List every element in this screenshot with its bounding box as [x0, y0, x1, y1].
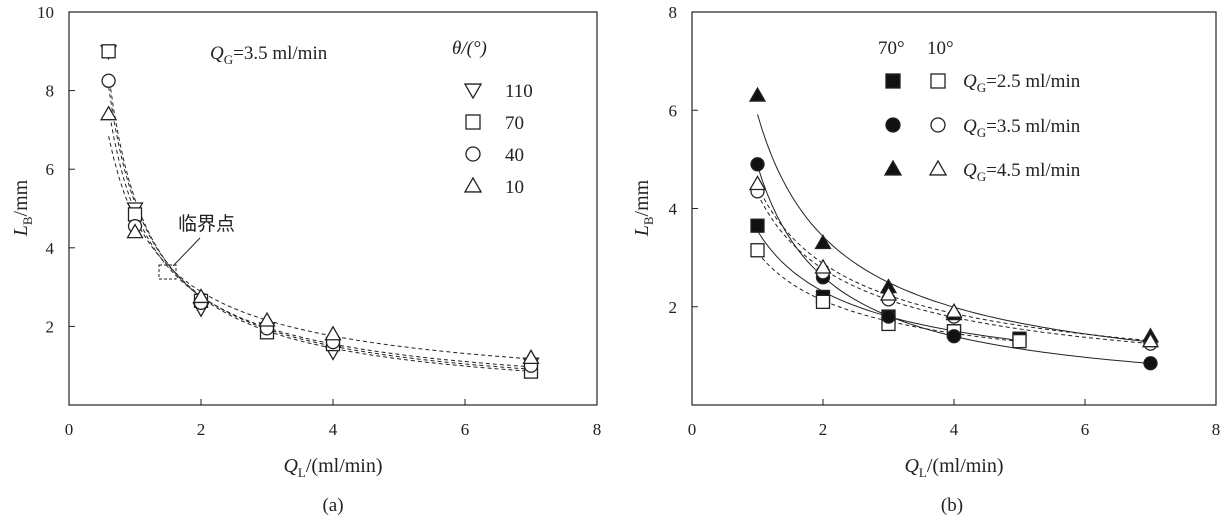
panel-b: 2 4 6 8 0 2 4 6 8 70° 10° QG=2.5 ml/min QG=3.5 … [631, 3, 1220, 516]
legend-marker-10-circle [930, 117, 946, 133]
data-point-circle [101, 73, 116, 88]
data-point-triangle-up [748, 86, 767, 102]
legend-title-a: θ/(°) [452, 38, 487, 59]
x-ticks-b: 0 2 4 6 8 [688, 399, 1221, 439]
data-point-square [101, 44, 116, 59]
y-tick-label: 2 [46, 317, 55, 336]
data-point-triangle-up [522, 349, 540, 365]
y-tick-label: 4 [46, 239, 55, 258]
condition-label-a: QG=3.5 ml/min [210, 43, 328, 67]
x-axis-title-b: QL/(ml/min) [904, 455, 1003, 480]
x-tick-label: 8 [593, 420, 602, 439]
data-point-square [1012, 333, 1027, 349]
y-tick-label: 6 [46, 160, 55, 179]
data-point-square [815, 294, 831, 309]
data-points-a [100, 44, 540, 379]
legend-label-110: 110 [505, 81, 533, 102]
x-tick-label: 8 [1212, 420, 1221, 439]
y-tick-label: 8 [46, 82, 55, 101]
y-tick-label: 8 [669, 3, 678, 22]
data-point-triangle-up [814, 234, 832, 250]
data-point-triangle-up [748, 175, 767, 191]
legend-marker-triangle-down [463, 83, 483, 100]
y-tick-label: 4 [669, 200, 678, 219]
y-tick-label: 2 [669, 298, 678, 317]
legend-header-10: 10° [927, 38, 954, 59]
legend-marker-10-triangle-up [928, 159, 948, 176]
data-points-b [748, 86, 1160, 371]
fit-curve [108, 136, 532, 360]
x-ticks-a: 0 2 4 6 8 [65, 399, 602, 439]
legend-a: 110 70 40 10 [463, 81, 533, 198]
fit-curve [108, 74, 532, 372]
fit-curve [108, 108, 532, 368]
data-point-square [127, 207, 143, 222]
legend-marker-70-circle [885, 117, 901, 133]
data-point-circle [881, 309, 896, 324]
critical-point-marker [158, 264, 177, 280]
data-point-circle [1143, 356, 1158, 371]
data-point-triangle-up [324, 325, 342, 341]
critical-point-arrow [172, 237, 201, 267]
x-tick-label: 6 [1081, 420, 1090, 439]
x-tick-label: 0 [688, 420, 697, 439]
legend-marker-70-triangle-up [883, 159, 903, 176]
data-point-square [750, 243, 765, 258]
data-point-triangle-up [1141, 332, 1160, 348]
data-point-triangle-up [814, 258, 832, 274]
y-ticks-b: 2 4 6 8 [669, 3, 698, 317]
legend-marker-10-square [930, 73, 946, 89]
y-axis-title-b: LB/mm [631, 179, 656, 237]
fit-curves-a [108, 74, 532, 372]
panel-a: 2 4 6 8 10 0 2 4 6 8 QG=3.5 ml/min θ/(°) 110 70 40… [10, 3, 601, 516]
x-axis-title-a: QL/(ml/min) [283, 455, 382, 480]
data-point-triangle-up [879, 285, 898, 301]
data-point-triangle-up [126, 223, 144, 239]
legend-label-qg-4.5: QG=4.5 ml/min [963, 160, 1081, 184]
data-point-triangle-up [258, 311, 276, 327]
legend-b: QG=2.5 ml/min QG=3.5 ml/min QG=4.5 ml/mi… [883, 71, 1081, 184]
x-tick-label: 6 [461, 420, 470, 439]
legend-marker-70-square [885, 73, 901, 89]
data-point-triangle-up [192, 288, 210, 304]
data-point-circle [750, 157, 765, 172]
legend-label-qg-3.5: QG=3.5 ml/min [963, 116, 1081, 140]
y-axis-title-a: LB/mm [10, 179, 35, 237]
legend-marker-triangle-up [463, 176, 483, 193]
x-tick-label: 4 [950, 420, 959, 439]
plot-frame-b [691, 11, 1217, 406]
y-tick-label: 10 [37, 3, 54, 22]
y-ticks-a: 2 4 6 8 10 [37, 3, 75, 336]
legend-marker-circle [465, 146, 481, 162]
data-point-triangle-up [945, 302, 963, 318]
data-point-triangle-up [100, 105, 118, 121]
data-point-circle [946, 329, 962, 344]
x-tick-label: 2 [819, 420, 828, 439]
x-tick-label: 4 [329, 420, 338, 439]
data-point-square [750, 218, 765, 233]
panel-label-b: (b) [941, 495, 963, 516]
panel-label-a: (a) [322, 495, 343, 516]
legend-label-40: 40 [505, 145, 524, 166]
x-tick-label: 2 [197, 420, 206, 439]
legend-label-70: 70 [505, 113, 524, 134]
legend-header-70: 70° [878, 38, 905, 59]
legend-marker-square [465, 114, 481, 130]
legend-label-10: 10 [505, 177, 524, 198]
critical-point-label: 临界点 [178, 213, 235, 235]
legend-label-qg-2.5: QG=2.5 ml/min [963, 71, 1081, 95]
x-tick-label: 0 [65, 420, 74, 439]
y-tick-label: 6 [669, 101, 678, 120]
